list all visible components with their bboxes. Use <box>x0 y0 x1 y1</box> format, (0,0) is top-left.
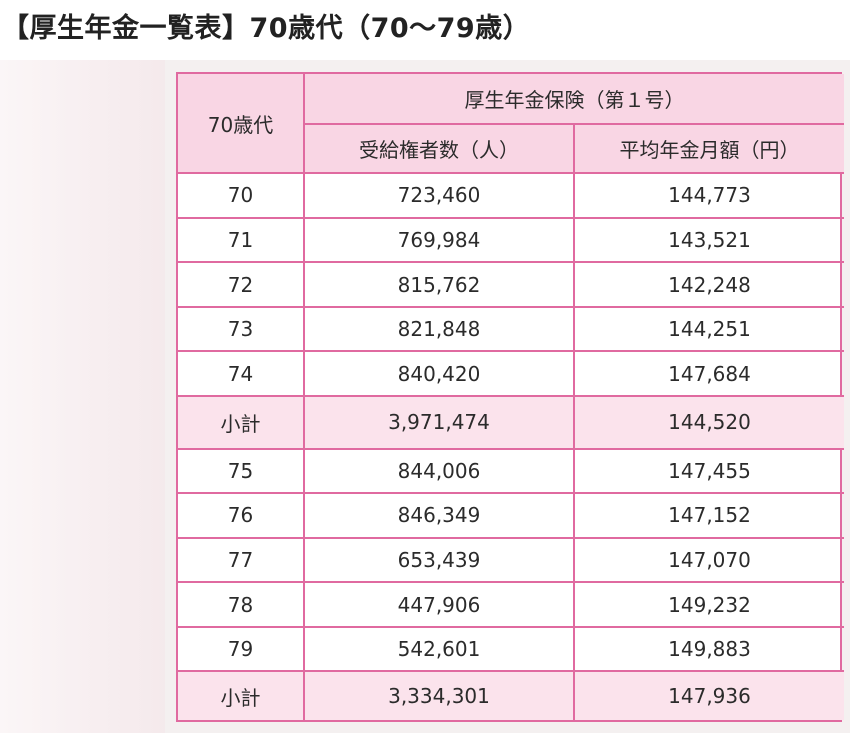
subtotal-label-cell: 小計 <box>178 394 305 450</box>
page-title: 【厚生年金一覧表】70歳代（70〜79歳） <box>2 13 531 44</box>
recipients-cell: 653,439 <box>303 536 575 584</box>
table-row: 73 821,848 144,251 <box>178 305 844 353</box>
age-cell: 75 <box>178 447 305 495</box>
pension-table-container: 70歳代 厚生年金保険（第１号） 受給権者数（人） 平均年金月額（円） 70 7… <box>176 72 844 722</box>
recipients-cell: 447,906 <box>303 581 575 628</box>
average-cell: 147,152 <box>573 492 844 539</box>
age-cell: 70 <box>178 172 305 219</box>
average-cell: 147,070 <box>573 536 844 584</box>
background-shade <box>0 60 178 733</box>
table-row: 76 846,349 147,152 <box>178 492 844 539</box>
subtotal-average-cell: 147,936 <box>573 670 844 720</box>
table-row: 70 723,460 144,773 <box>178 172 844 219</box>
average-cell: 144,251 <box>573 305 844 353</box>
pension-table: 70歳代 厚生年金保険（第１号） 受給権者数（人） 平均年金月額（円） 70 7… <box>178 74 844 720</box>
average-cell: 144,773 <box>573 172 844 219</box>
table-row: 77 653,439 147,070 <box>178 536 844 584</box>
average-cell: 142,248 <box>573 261 844 308</box>
subtotal-label-cell: 小計 <box>178 670 305 720</box>
table-row: 78 447,906 149,232 <box>178 581 844 628</box>
age-cell: 73 <box>178 305 305 353</box>
recipients-cell: 844,006 <box>303 447 575 495</box>
age-header: 70歳代 <box>178 74 305 175</box>
average-cell: 147,455 <box>573 447 844 495</box>
age-cell: 77 <box>178 536 305 584</box>
age-cell: 78 <box>178 581 305 628</box>
subtotal-row: 小計 3,334,301 147,936 <box>178 670 844 720</box>
average-cell: 149,883 <box>573 625 844 673</box>
recipients-cell: 815,762 <box>303 261 575 308</box>
recipients-cell: 846,349 <box>303 492 575 539</box>
table-row: 74 840,420 147,684 <box>178 350 844 397</box>
subtotal-recipients-cell: 3,334,301 <box>303 670 575 720</box>
group-header: 厚生年金保険（第１号） <box>303 74 844 125</box>
recipients-cell: 769,984 <box>303 216 575 264</box>
recipients-cell: 840,420 <box>303 350 575 397</box>
table-row: 79 542,601 149,883 <box>178 625 844 673</box>
table-row: 72 815,762 142,248 <box>178 261 844 308</box>
recipients-cell: 821,848 <box>303 305 575 353</box>
recipients-cell: 542,601 <box>303 625 575 673</box>
subtotal-recipients-cell: 3,971,474 <box>303 394 575 450</box>
average-cell: 143,521 <box>573 216 844 264</box>
average-cell: 149,232 <box>573 581 844 628</box>
age-cell: 76 <box>178 492 305 539</box>
subtotal-row: 小計 3,971,474 144,520 <box>178 394 844 450</box>
table-row: 75 844,006 147,455 <box>178 447 844 495</box>
table-row: 71 769,984 143,521 <box>178 216 844 264</box>
recipients-column-header: 受給権者数（人） <box>304 122 575 175</box>
age-cell: 71 <box>178 216 305 264</box>
age-cell: 79 <box>178 625 305 673</box>
average-column-header: 平均年金月額（円） <box>573 122 844 175</box>
subtotal-average-cell: 144,520 <box>573 394 844 450</box>
age-cell: 72 <box>178 261 305 308</box>
average-cell: 147,684 <box>573 350 844 397</box>
table-header-row: 70歳代 厚生年金保険（第１号） <box>178 74 844 175</box>
recipients-cell: 723,460 <box>303 172 575 219</box>
age-cell: 74 <box>178 350 305 397</box>
